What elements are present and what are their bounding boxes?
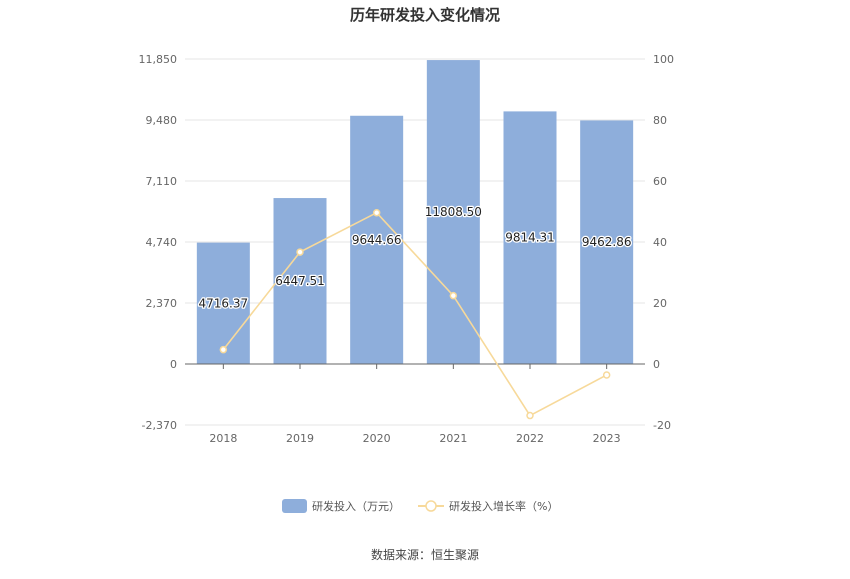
x-tick-label: 2019 [286,432,314,445]
left-tick-label: 11,850 [139,53,178,66]
bar-data-label: 11808.50 [425,205,482,219]
bar-data-label: 6447.51 [275,274,325,288]
legend-line-label: 研发投入增长率（%） [449,499,558,513]
bar-data-label: 9814.31 [505,231,555,245]
x-tick-label: 2023 [593,432,621,445]
bar-data-label: 9644.66 [352,233,402,247]
right-tick-label: 40 [653,236,667,249]
bar-data-label: 9462.86 [582,235,632,249]
left-tick-label: 4,740 [146,236,178,249]
left-tick-label: -2,370 [142,419,177,432]
growth-point[interactable] [219,345,228,354]
left-tick-label: 7,110 [146,175,178,188]
growth-point[interactable] [449,291,458,300]
bar[interactable] [196,242,250,364]
line-series [219,208,611,420]
x-tick-label: 2022 [516,432,544,445]
growth-point[interactable] [372,208,381,217]
legend[interactable]: 研发投入（万元） 研发投入增长率（%） [282,499,558,513]
growth-point[interactable] [526,411,534,420]
bar[interactable] [426,60,480,364]
x-tick-label: 2018 [209,432,237,445]
bar-data-label: 4716.37 [199,296,249,310]
bar[interactable] [350,115,404,364]
right-tick-label: 0 [653,358,660,371]
right-tick-label: 100 [653,53,674,66]
right-tick-label: 60 [653,175,667,188]
left-tick-label: 9,480 [146,114,178,127]
growth-point[interactable] [296,248,304,256]
left-tick-label: 2,370 [146,297,178,310]
legend-item-line[interactable]: 研发投入增长率（%） [418,499,558,513]
bar-series [196,60,634,365]
right-tick-label: 80 [653,114,667,127]
x-tick-label: 2021 [439,432,467,445]
x-tick-label: 2020 [363,432,391,445]
growth-line [222,211,608,417]
legend-bar-label: 研发投入（万元） [312,499,400,513]
left-tick-label: 0 [170,358,177,371]
x-axis: 2018 2019 2020 2021 2022 2023 [185,363,645,445]
grid-lines [185,58,645,426]
legend-line-marker [425,500,437,512]
bar[interactable] [580,120,634,364]
data-labels: 4716.37 6447.51 9644.66 11808.50 9814.31 9462… [197,204,632,312]
left-y-axis: -2,370 0 2,370 4,740 7,110 9,480 11,850 [139,53,178,432]
growth-point[interactable] [602,371,611,379]
bar[interactable] [503,111,557,365]
legend-bar-swatch [282,499,307,513]
bar[interactable] [273,198,327,364]
right-y-axis: -20 0 20 40 60 80 100 [653,53,674,432]
chart-title: 历年研发投入变化情况 [350,6,500,24]
legend-item-bar[interactable]: 研发投入（万元） [282,499,400,513]
right-tick-label: 20 [653,297,667,310]
right-tick-label: -20 [653,419,671,432]
source-note: 数据来源：恒生聚源 [371,547,479,562]
